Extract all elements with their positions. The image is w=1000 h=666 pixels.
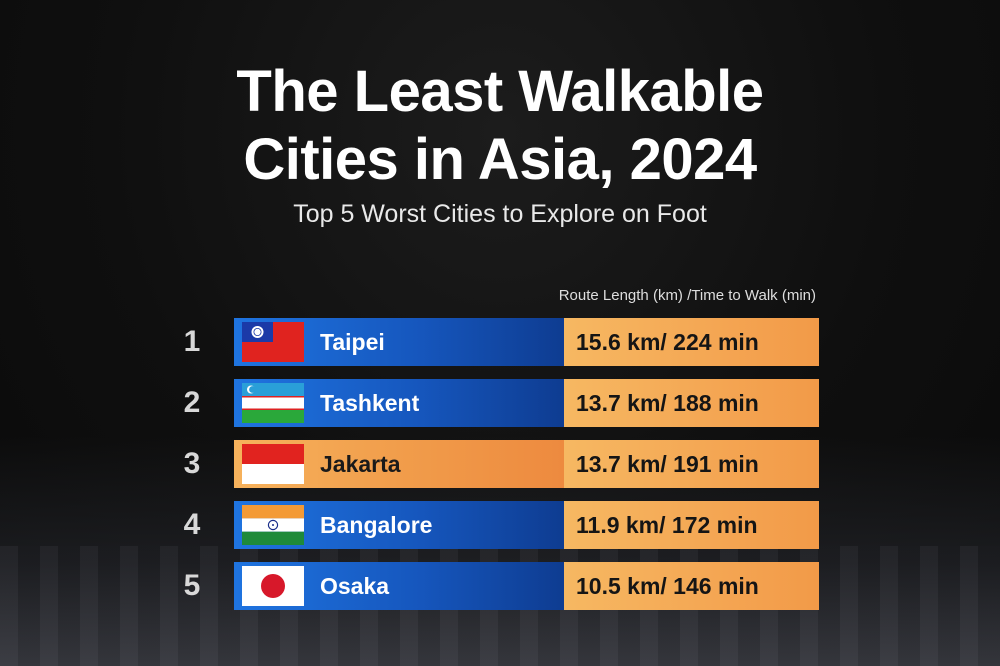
rank-number: 5	[183, 569, 201, 602]
rank-number: 3	[183, 447, 201, 480]
value-bar: 13.7 km/ 188 min	[564, 379, 819, 427]
taiwan-flag-icon	[242, 322, 304, 362]
city-name: Jakarta	[320, 451, 401, 477]
city-bar: Taipei	[234, 318, 564, 366]
route-value: 13.7 km/ 191 min	[576, 451, 759, 477]
value-bar: 10.5 km/ 146 min	[564, 562, 819, 610]
rank-number: 1	[183, 325, 201, 358]
value-bar: 15.6 km/ 224 min	[564, 318, 819, 366]
city-name: Tashkent	[320, 390, 420, 416]
chart-title: The Least Walkable Cities in Asia, 2024	[0, 58, 1000, 194]
table-row: 1 Taipei 15.6 km/ 224 min	[0, 318, 1000, 366]
city-bar: Osaka	[234, 562, 564, 610]
title-line-2: Cities in Asia, 2024	[243, 127, 757, 192]
city-name: Osaka	[320, 573, 390, 599]
uzbekistan-flag-icon	[242, 383, 304, 423]
title-line-1: The Least Walkable	[236, 59, 764, 124]
rank-number: 4	[183, 508, 201, 541]
city-name: Taipei	[320, 329, 385, 355]
indonesia-flag-icon	[242, 444, 304, 484]
table-row: 4 Bangalore 11.9 km/ 172 min	[0, 501, 1000, 549]
route-value: 15.6 km/ 224 min	[576, 329, 759, 355]
chart-subtitle: Top 5 Worst Cities to Explore on Foot	[293, 200, 707, 228]
city-name: Bangalore	[320, 512, 433, 538]
route-value: 13.7 km/ 188 min	[576, 390, 759, 416]
column-header: Route Length (km) /Time to Walk (min)	[558, 287, 816, 304]
city-bar: Jakarta	[234, 440, 564, 488]
route-value: 11.9 km/ 172 min	[576, 512, 758, 538]
table-row: 3 Jakarta 13.7 km/ 191 min	[0, 440, 1000, 488]
india-flag-icon	[242, 505, 304, 545]
value-bar: 13.7 km/ 191 min	[564, 440, 819, 488]
table-row: 2 Tashkent 13.7 km/ 188 min	[0, 379, 1000, 427]
rank-number: 2	[183, 386, 201, 419]
value-bar: 11.9 km/ 172 min	[564, 501, 819, 549]
route-value: 10.5 km/ 146 min	[576, 573, 759, 599]
city-bar: Bangalore	[234, 501, 564, 549]
table-row: 5 Osaka 10.5 km/ 146 min	[0, 562, 1000, 610]
city-bar: Tashkent	[234, 379, 564, 427]
japan-flag-icon	[242, 566, 304, 606]
